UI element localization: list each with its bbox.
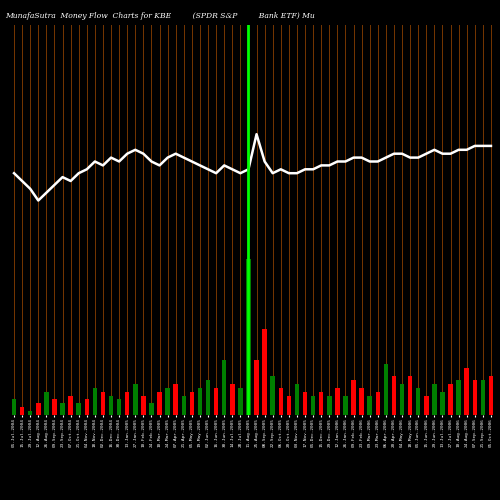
Bar bbox=[440, 392, 444, 415]
Text: MunafaSutra  Money Flow  Charts for KBE         (SPDR S&P         Bank ETF) Mu: MunafaSutra Money Flow Charts for KBE (S… bbox=[5, 12, 315, 20]
Bar bbox=[456, 380, 461, 415]
Bar bbox=[238, 388, 242, 415]
Bar bbox=[214, 388, 218, 415]
Bar bbox=[76, 404, 81, 415]
Bar bbox=[424, 396, 428, 415]
Bar bbox=[141, 396, 146, 415]
Bar bbox=[158, 392, 162, 415]
Bar bbox=[432, 384, 436, 415]
Bar bbox=[149, 404, 154, 415]
Bar bbox=[182, 396, 186, 415]
Bar bbox=[125, 392, 130, 415]
Bar bbox=[384, 364, 388, 415]
Bar bbox=[44, 392, 48, 415]
Bar bbox=[376, 392, 380, 415]
Bar bbox=[343, 396, 347, 415]
Bar bbox=[262, 329, 267, 415]
Bar bbox=[472, 380, 477, 415]
Bar bbox=[480, 380, 485, 415]
Bar bbox=[488, 376, 493, 415]
Bar bbox=[117, 400, 121, 415]
Bar bbox=[68, 396, 73, 415]
Bar bbox=[311, 396, 316, 415]
Bar bbox=[133, 384, 138, 415]
Bar bbox=[400, 384, 404, 415]
Bar bbox=[327, 396, 332, 415]
Bar bbox=[166, 388, 170, 415]
Bar bbox=[294, 384, 299, 415]
Bar bbox=[464, 368, 469, 415]
Bar bbox=[254, 360, 259, 415]
Bar bbox=[206, 380, 210, 415]
Bar bbox=[246, 259, 250, 415]
Bar bbox=[368, 396, 372, 415]
Bar bbox=[28, 411, 32, 415]
Bar bbox=[319, 392, 324, 415]
Bar bbox=[230, 384, 234, 415]
Bar bbox=[100, 392, 105, 415]
Bar bbox=[335, 388, 340, 415]
Bar bbox=[12, 400, 16, 415]
Bar bbox=[416, 388, 420, 415]
Bar bbox=[109, 396, 114, 415]
Bar bbox=[392, 376, 396, 415]
Bar bbox=[92, 388, 97, 415]
Bar bbox=[84, 400, 89, 415]
Bar bbox=[52, 400, 56, 415]
Bar bbox=[198, 388, 202, 415]
Bar bbox=[352, 380, 356, 415]
Bar bbox=[36, 404, 40, 415]
Bar bbox=[286, 396, 291, 415]
Bar bbox=[174, 384, 178, 415]
Bar bbox=[60, 404, 65, 415]
Bar bbox=[408, 376, 412, 415]
Bar bbox=[20, 407, 24, 415]
Bar bbox=[190, 392, 194, 415]
Bar bbox=[278, 388, 283, 415]
Bar bbox=[270, 376, 275, 415]
Bar bbox=[222, 360, 226, 415]
Bar bbox=[303, 392, 308, 415]
Bar bbox=[360, 388, 364, 415]
Bar bbox=[448, 384, 453, 415]
